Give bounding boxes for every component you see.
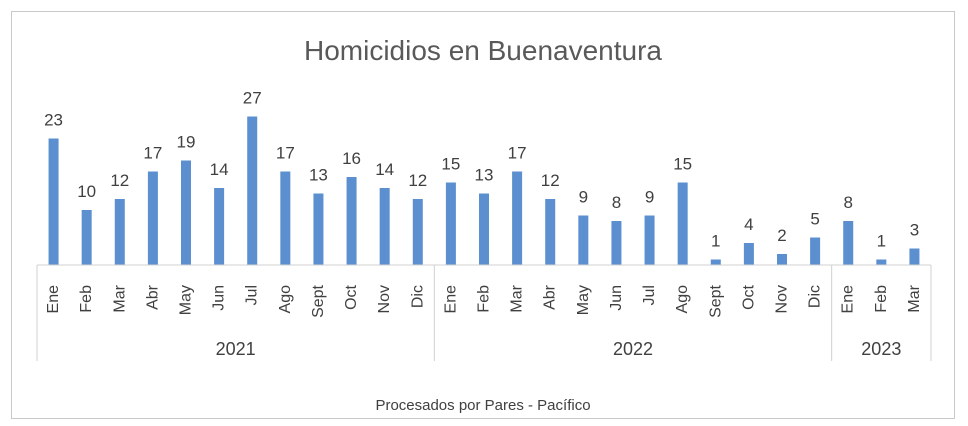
bar-25	[843, 221, 854, 265]
data-label-1: 23	[44, 111, 63, 130]
bar-3	[114, 199, 125, 265]
bar-14	[479, 193, 489, 265]
category-axis: Ene Feb Mar Abr May Jun Jul Ago Sept Oct Nov Dic Ene…	[36, 264, 932, 361]
tick-label-22: Oct	[740, 284, 757, 309]
bar-19	[644, 215, 655, 265]
bar-7	[247, 116, 258, 265]
data-label-19: 9	[645, 188, 654, 207]
bar-8	[280, 171, 291, 265]
tick-label-24: Dic	[807, 285, 824, 308]
data-label-5: 19	[177, 133, 196, 152]
tick-label-6: Jun	[211, 285, 228, 311]
tick-label-21: Sept	[707, 284, 724, 317]
tick-label-7: Jul	[244, 285, 261, 305]
data-label-21: 1	[711, 232, 720, 251]
data-label-7: 27	[243, 89, 262, 108]
tick-label-3: Mar	[111, 284, 128, 312]
tick-label-2: Feb	[78, 285, 95, 313]
data-label-24: 5	[810, 210, 819, 229]
bar-24	[810, 237, 821, 265]
data-label-3: 12	[110, 171, 129, 190]
year-label-2023: 2023	[861, 339, 901, 359]
data-label-22: 4	[744, 215, 753, 234]
chart-svg: Homicidios en Buenaventura 2310121719142…	[36, 35, 932, 414]
bar-16	[545, 199, 556, 265]
tick-label-14: Feb	[476, 285, 493, 313]
data-label-26: 1	[877, 232, 886, 251]
tick-label-19: Jul	[641, 285, 658, 305]
bar-27	[909, 248, 920, 265]
tick-label-15: Mar	[509, 284, 526, 312]
tick-label-11: Nov	[376, 285, 393, 313]
data-label-2: 10	[77, 182, 96, 201]
data-label-25: 8	[843, 193, 852, 212]
data-label-12: 12	[408, 171, 427, 190]
bar-18	[611, 221, 622, 265]
bar-12	[412, 199, 423, 265]
tick-label-12: Dic	[409, 285, 426, 308]
tick-label-13: Ene	[442, 285, 459, 314]
bar-23	[777, 254, 787, 265]
data-label-4: 17	[143, 144, 162, 163]
bar-21	[710, 259, 721, 265]
data-label-9: 13	[309, 166, 328, 185]
tick-label-10: Oct	[343, 284, 360, 309]
bars-layer	[48, 116, 920, 265]
data-label-16: 12	[541, 171, 560, 190]
bar-9	[313, 193, 324, 265]
bar-5	[181, 160, 191, 265]
tick-label-18: Jun	[608, 285, 625, 311]
tick-label-20: Ago	[674, 285, 691, 314]
data-label-20: 15	[673, 155, 692, 174]
data-label-11: 14	[375, 160, 394, 179]
bar-2	[81, 210, 92, 265]
data-label-27: 3	[910, 221, 919, 240]
bar-20	[677, 182, 688, 265]
data-label-23: 2	[777, 226, 786, 245]
data-label-17: 9	[579, 188, 588, 207]
bar-10	[346, 177, 357, 265]
bar-26	[876, 259, 887, 265]
data-label-15: 17	[508, 144, 527, 163]
tick-label-4: Abr	[144, 284, 161, 310]
tick-label-1: Ene	[45, 285, 62, 314]
tick-label-25: Ene	[840, 285, 857, 314]
year-label-2021: 2021	[216, 339, 256, 359]
bar-11	[379, 188, 390, 265]
chart-frame: Homicidios en Buenaventura 23 10 12 17 19 14 2…	[11, 11, 955, 419]
data-label-10: 16	[342, 149, 361, 168]
chart-footer: Procesados por Pares - Pacífico	[375, 397, 590, 414]
tick-label-26: Feb	[873, 285, 890, 313]
tick-label-23: Nov	[774, 285, 791, 313]
bar-6	[214, 188, 225, 265]
tick-label-9: Sept	[310, 284, 327, 317]
year-label-2022: 2022	[613, 339, 653, 359]
data-label-13: 15	[441, 155, 460, 174]
tick-label-5: May	[178, 285, 195, 315]
chart-title: Homicidios en Buenaventura	[304, 35, 662, 66]
data-label-8: 17	[276, 144, 295, 163]
bar-4	[147, 171, 158, 265]
data-label-6: 14	[210, 160, 229, 179]
bar-1	[48, 138, 59, 265]
bar-17	[578, 215, 589, 265]
tick-label-17: May	[575, 285, 592, 315]
data-label-14: 13	[475, 166, 494, 185]
bar-13	[445, 182, 456, 265]
tick-label-27: Mar	[906, 284, 923, 312]
tick-label-8: Ago	[277, 285, 294, 314]
bar-15	[512, 171, 523, 265]
tick-label-16: Abr	[542, 284, 559, 310]
data-label-18: 8	[612, 193, 621, 212]
bar-22	[743, 243, 754, 265]
